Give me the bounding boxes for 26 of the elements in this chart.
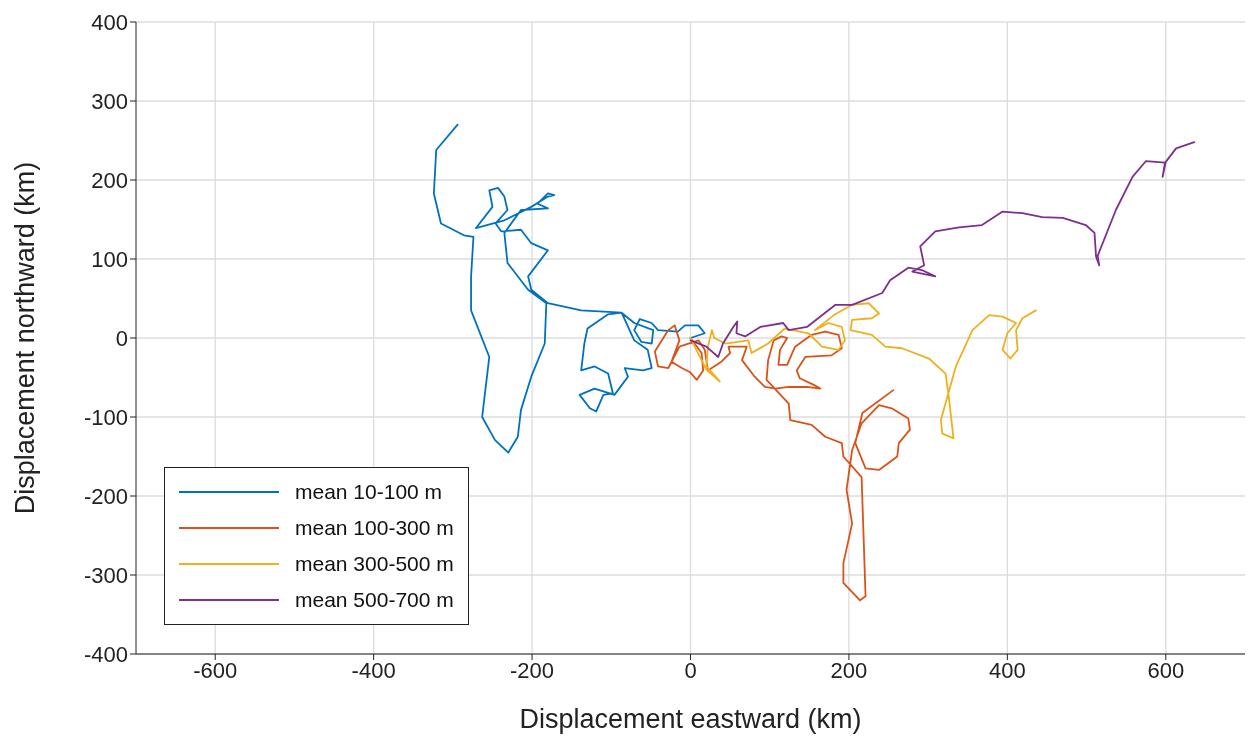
x-tick-label: 200: [830, 657, 868, 683]
line-series: [432, 123, 706, 454]
legend-label: mean 500-700 m: [295, 588, 454, 612]
line-series: [689, 141, 1196, 358]
legend-label: mean 10-100 m: [295, 480, 443, 504]
line-series: [653, 324, 911, 602]
y-tick-label: 200: [91, 167, 128, 193]
legend-label: mean 100-300 m: [295, 516, 454, 540]
y-tick-label: -100: [83, 404, 128, 430]
x-tick-label: 0: [684, 657, 697, 683]
y-axis-title: Displacement northward (km): [9, 161, 40, 515]
y-tick-label: 400: [91, 9, 128, 35]
x-tick-label: -600: [193, 657, 238, 683]
x-tick-label: -400: [351, 657, 396, 683]
x-tick-label: 400: [989, 657, 1026, 683]
line-series: [689, 302, 1037, 440]
x-axis-title: Displacement eastward (km): [519, 704, 862, 734]
legend-label: mean 300-500 m: [295, 552, 454, 576]
x-tick-label: 600: [1147, 657, 1185, 683]
x-tick-label: -200: [510, 657, 555, 683]
y-tick-label: 300: [91, 88, 128, 114]
y-tick-label: 100: [91, 246, 128, 272]
y-tick-label: -200: [83, 483, 128, 509]
y-tick-label: -400: [83, 641, 128, 667]
y-tick-label: -300: [83, 562, 128, 588]
y-tick-label: 0: [115, 325, 128, 351]
